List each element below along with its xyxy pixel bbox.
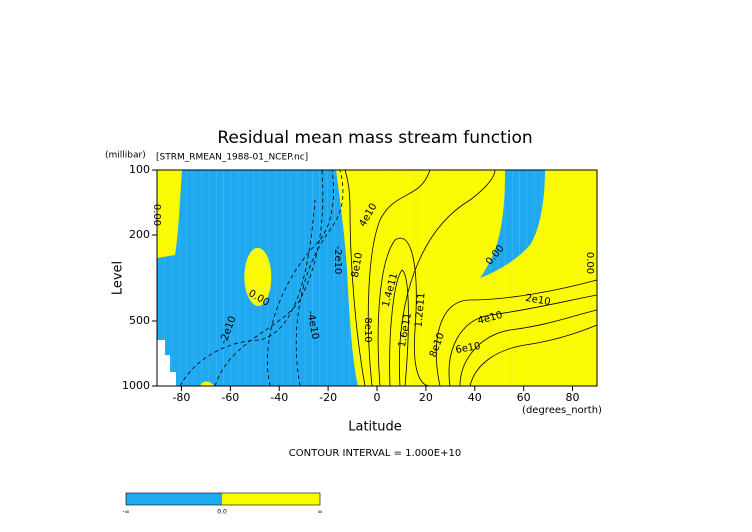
positive-region xyxy=(200,381,214,386)
contour-line xyxy=(398,169,496,387)
y-tick-label: 100 xyxy=(129,163,150,176)
y-tick-label: 200 xyxy=(129,228,150,241)
colorbar-positive xyxy=(222,493,320,505)
x-tick-label: 0 xyxy=(374,391,381,404)
contour-line xyxy=(377,237,431,387)
x-tick-label: 80 xyxy=(566,391,580,404)
x-tick-label: -20 xyxy=(319,391,337,404)
subtitle: [STRM_RMEAN_1988-01_NCEP.nc] xyxy=(156,153,308,163)
plot-area xyxy=(156,169,598,387)
x-axis-label: Latitude xyxy=(348,420,402,435)
contour-line xyxy=(367,169,431,387)
negative-region xyxy=(480,170,545,278)
contour-line xyxy=(389,269,409,387)
contour-label: 0.00 xyxy=(151,204,162,226)
colorbar-label: ∞ xyxy=(318,509,323,516)
x-tick-label: 20 xyxy=(419,391,433,404)
contour-label: 6e10 xyxy=(455,341,482,356)
x-tick-label: 60 xyxy=(517,391,531,404)
contour-line xyxy=(469,324,598,387)
contour-label: -2e10 xyxy=(332,246,343,275)
y-axis-label: Level xyxy=(111,261,126,295)
contour-label: 1.2e11 xyxy=(414,292,428,328)
contour-label: -4e10 xyxy=(305,310,321,340)
y-tick-label: 1000 xyxy=(122,379,150,392)
contour-label: 8e10 xyxy=(350,252,365,279)
positive-region xyxy=(244,247,272,307)
x-units: (degrees_north) xyxy=(522,405,602,416)
colorbar-frame xyxy=(125,492,321,506)
contour-line xyxy=(267,169,334,387)
contour-line xyxy=(214,169,324,387)
contour-label: 0.00 xyxy=(584,252,595,274)
contour-line xyxy=(179,199,316,387)
x-tick-label: -80 xyxy=(172,391,190,404)
contour-line xyxy=(459,309,598,387)
footnote: CONTOUR INTERVAL = 1.000E+10 xyxy=(289,448,461,459)
contour-label: 2e10 xyxy=(525,293,552,308)
contour-line xyxy=(448,294,598,387)
x-tick-label: -40 xyxy=(270,391,288,404)
colorbar-label: 0.0 xyxy=(217,509,227,516)
contour-line xyxy=(344,169,366,387)
positive-region xyxy=(157,170,182,258)
y-units: (millibar) xyxy=(105,151,146,161)
y-tick-label: 500 xyxy=(129,314,150,327)
contour-line xyxy=(435,279,598,387)
colorbar-label: -∞ xyxy=(122,509,129,516)
colorbar-negative xyxy=(126,493,222,505)
x-tick-label: -60 xyxy=(221,391,239,404)
blank-region xyxy=(157,340,176,386)
contour-label: 8e10 xyxy=(362,317,373,342)
x-tick-label: 40 xyxy=(468,391,482,404)
contour-line xyxy=(295,169,344,387)
chart-title: Residual mean mass stream function xyxy=(217,128,532,148)
